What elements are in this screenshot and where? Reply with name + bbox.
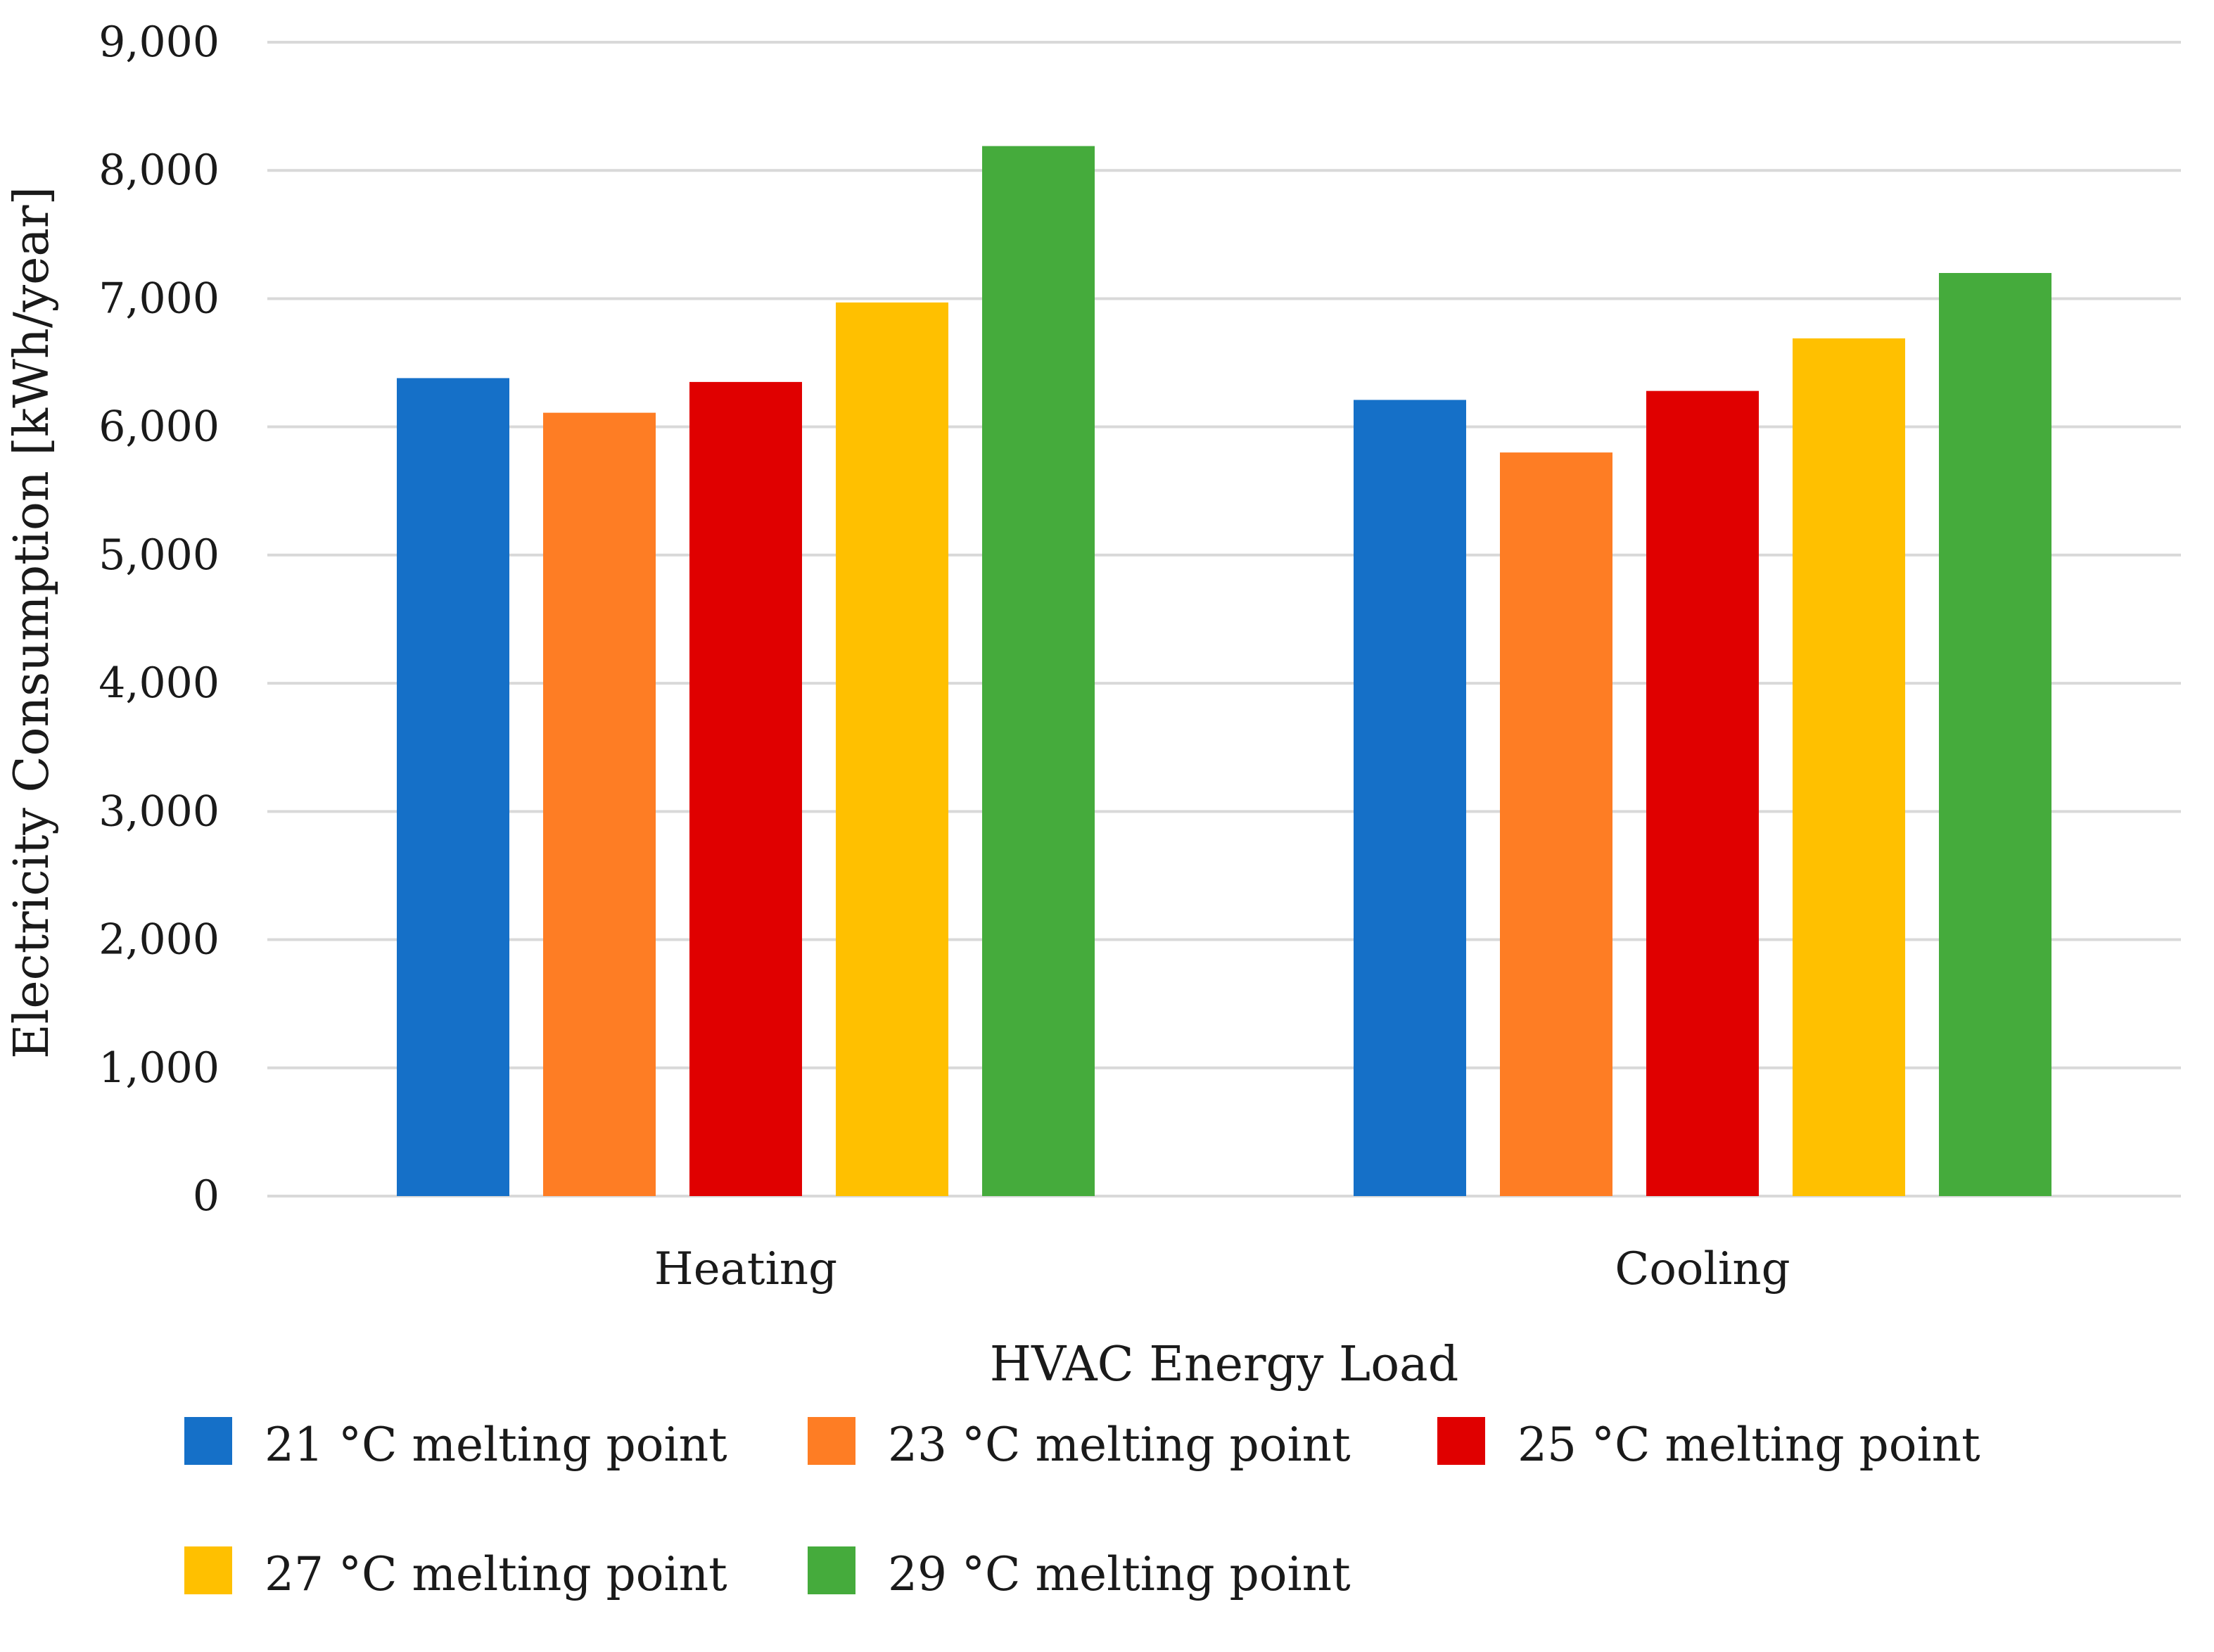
legend-label: 21 °C melting point bbox=[265, 1418, 727, 1472]
y-tick-label: 8,000 bbox=[98, 146, 220, 195]
legend: 21 °C melting point 23 °C melting point 25… bbox=[184, 1417, 1980, 1601]
y-tick-label: 2,000 bbox=[98, 915, 220, 965]
bar-heating-series-3 bbox=[689, 381, 802, 1196]
x-category-label: Heating bbox=[654, 1243, 837, 1295]
bars bbox=[397, 146, 2051, 1197]
bar-heating-series-4 bbox=[836, 302, 948, 1196]
legend-swatch bbox=[808, 1546, 855, 1594]
legend-label: 23 °C melting point bbox=[888, 1418, 1351, 1472]
bar-heating-series-1 bbox=[397, 378, 509, 1196]
legend-label: 25 °C melting point bbox=[1518, 1418, 1980, 1472]
y-tick-label: 6,000 bbox=[98, 402, 220, 452]
bar-cooling-series-3 bbox=[1646, 390, 1759, 1196]
bar-cooling-series-2 bbox=[1500, 452, 1612, 1196]
legend-swatch bbox=[184, 1546, 232, 1594]
y-tick-label: 7,000 bbox=[98, 274, 220, 323]
legend-swatch bbox=[808, 1417, 855, 1465]
bar-heating-series-5 bbox=[982, 146, 1095, 1197]
y-tick-label: 0 bbox=[193, 1171, 220, 1221]
y-tick-label: 3,000 bbox=[98, 787, 220, 836]
legend-label: 29 °C melting point bbox=[888, 1547, 1351, 1601]
bar-cooling-series-4 bbox=[1793, 338, 1905, 1196]
y-axis-title: Electricity Consumption [kWh/year] bbox=[4, 186, 60, 1059]
x-axis-categories: Heating Cooling bbox=[654, 1243, 1790, 1295]
y-axis-ticks: 0 1,000 2,000 3,000 4,000 5,000 6,000 7,000 8,00… bbox=[98, 18, 220, 1221]
bar-cooling-series-1 bbox=[1354, 400, 1466, 1196]
bar-heating-series-2 bbox=[543, 412, 656, 1196]
y-tick-label: 4,000 bbox=[98, 659, 220, 708]
y-tick-label: 9,000 bbox=[98, 18, 220, 67]
y-tick-label: 1,000 bbox=[98, 1043, 220, 1093]
x-axis-title: HVAC Energy Load bbox=[990, 1337, 1458, 1392]
legend-label: 27 °C melting point bbox=[265, 1547, 727, 1601]
y-tick-label: 5,000 bbox=[98, 530, 220, 580]
bar-cooling-series-5 bbox=[1939, 273, 2051, 1196]
legend-swatch bbox=[184, 1417, 232, 1465]
legend-swatch bbox=[1437, 1417, 1485, 1465]
x-category-label: Cooling bbox=[1615, 1243, 1790, 1295]
